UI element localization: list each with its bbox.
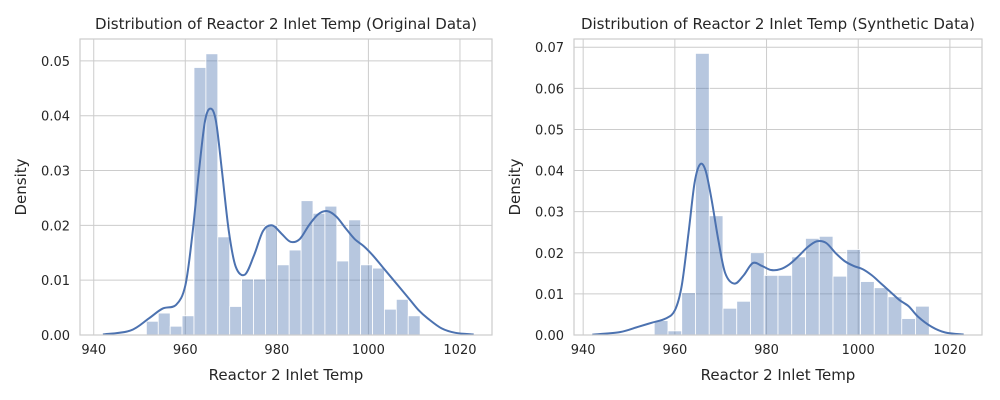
histogram	[145, 53, 421, 336]
plot-frame	[79, 38, 493, 336]
y-tick-label: 0.06	[535, 82, 564, 97]
x-tick-label: 960	[662, 343, 687, 358]
histogram-bar	[846, 249, 861, 336]
y-tick-label: 0.01	[535, 288, 564, 303]
histogram-bar	[667, 330, 683, 336]
y-tick-label: 0.03	[535, 206, 564, 221]
histogram	[653, 52, 930, 336]
histogram-bar	[695, 52, 710, 336]
chart-title: Distribution of Reactor 2 Inlet Temp (Or…	[95, 15, 477, 33]
x-tick-label: 1020	[933, 343, 966, 358]
x-tick-label: 1000	[352, 343, 385, 358]
histogram-bar	[818, 235, 834, 336]
y-tick-label: 0.03	[41, 165, 70, 180]
histogram-bar	[901, 318, 916, 336]
y-axis-label: Density	[12, 158, 30, 215]
x-axis-label: Reactor 2 Inlet Temp	[701, 366, 856, 384]
y-tick-label: 0.04	[535, 165, 564, 180]
y-tick-label: 0.00	[41, 329, 70, 344]
y-tick-label: 0.07	[535, 41, 564, 56]
gridlines	[574, 39, 982, 336]
y-tick-label: 0.05	[535, 123, 564, 138]
plot-frame	[573, 38, 983, 336]
y-tick-label: 0.01	[41, 274, 70, 289]
kde-line	[102, 107, 474, 336]
x-tick-label: 980	[264, 343, 289, 358]
x-tick-label: 1000	[842, 343, 875, 358]
histogram-bar	[708, 215, 724, 336]
gridlines	[80, 39, 492, 336]
histogram-bar	[832, 275, 848, 336]
y-tick-label: 0.04	[41, 110, 70, 125]
histogram-bar	[763, 274, 779, 336]
histogram-bar	[887, 296, 903, 336]
y-tick-label: 0.02	[41, 219, 70, 234]
histogram-bar	[777, 274, 793, 336]
y-tick-label: 0.05	[41, 55, 70, 70]
histogram-bar	[653, 320, 669, 336]
x-tick-label: 940	[81, 343, 106, 358]
x-tick-label: 1020	[443, 343, 476, 358]
histogram-bar	[791, 256, 806, 336]
x-axis-label: Reactor 2 Inlet Temp	[209, 366, 364, 384]
histogram-bar	[681, 292, 696, 336]
y-axis-label: Density	[506, 158, 524, 215]
y-tick-label: 0.02	[535, 247, 564, 262]
histogram-bar	[873, 287, 889, 336]
kde-line	[592, 162, 964, 336]
chart-title: Distribution of Reactor 2 Inlet Temp (Sy…	[581, 15, 975, 33]
x-tick-label: 940	[571, 343, 596, 358]
histogram-bar	[722, 307, 738, 336]
y-tick-label: 0.00	[535, 329, 564, 344]
histogram-bar	[860, 281, 875, 336]
x-tick-label: 960	[173, 343, 198, 358]
x-tick-label: 980	[754, 343, 779, 358]
histogram-bar	[736, 300, 751, 336]
histogram-bar	[805, 237, 820, 336]
